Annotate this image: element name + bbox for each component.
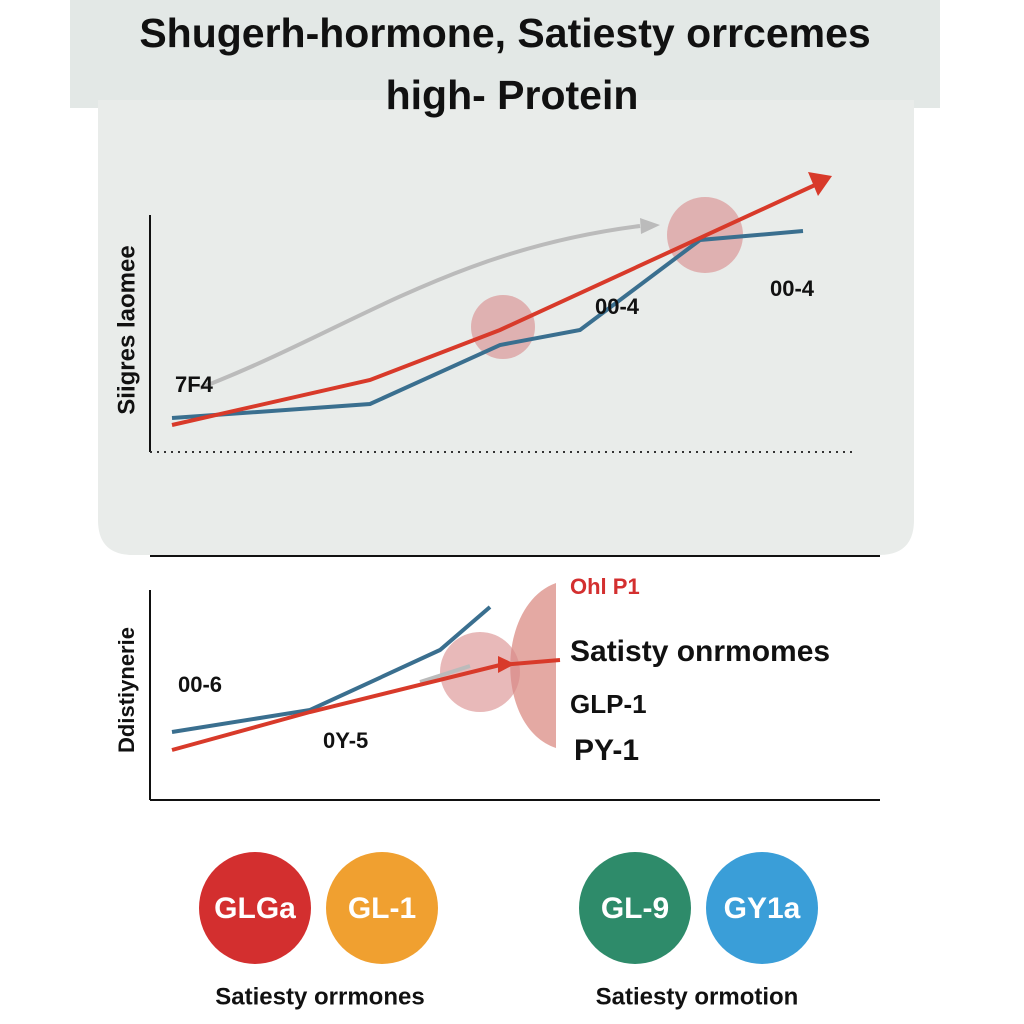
annotation: 0Y-5 [323,728,368,753]
blue-line [171,605,492,734]
annotation: 7F4 [175,372,214,397]
caption: Satiesty orrmones [215,983,424,1010]
badge [706,852,818,964]
title-band [70,0,940,108]
arrowhead [640,218,660,234]
half-circle [510,583,556,748]
y-axis-label: Ddistiynerie [114,627,139,753]
legend-heading: Ohl P1 [570,574,640,599]
legend-item: GLP-1 [570,689,647,719]
badge [579,852,691,964]
annotation: 00-4 [770,276,815,301]
blue-line [171,229,804,420]
trend-curve [419,664,471,684]
legend-title: Satisty onrmomes [570,635,830,668]
arrowhead [808,172,832,196]
badge-label: GLGa [214,892,296,925]
badge-label: GY1a [724,892,801,925]
red-line [171,183,816,427]
title-line: high- Protein [386,72,639,118]
caption: Satiesty ormotion [596,983,799,1010]
badge-label: GL-9 [601,892,669,925]
red-line [171,658,561,752]
arrowhead [498,656,515,673]
legend-item: PY-1 [574,734,639,767]
badge-label: GL-1 [348,892,416,925]
badge [326,852,438,964]
title-line: Shugerh-hormone, Satiesty orrcemes [139,10,870,56]
badge [199,852,311,964]
annotation: 00-6 [178,672,222,697]
trend-curve [199,224,641,390]
annotation: 00-4 [595,294,640,319]
y-axis-label: Siigres laomee [113,245,140,414]
